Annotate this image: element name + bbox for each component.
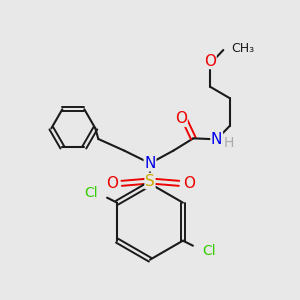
Text: H: H (224, 136, 234, 150)
Text: O: O (204, 53, 216, 68)
Text: O: O (175, 111, 187, 126)
Text: Cl: Cl (84, 186, 98, 200)
Text: S: S (145, 173, 155, 188)
Text: N: N (211, 132, 222, 147)
Text: O: O (183, 176, 195, 191)
Text: Cl: Cl (202, 244, 216, 258)
Text: CH₃: CH₃ (231, 41, 254, 55)
Text: N: N (144, 156, 156, 171)
Text: O: O (106, 176, 118, 191)
